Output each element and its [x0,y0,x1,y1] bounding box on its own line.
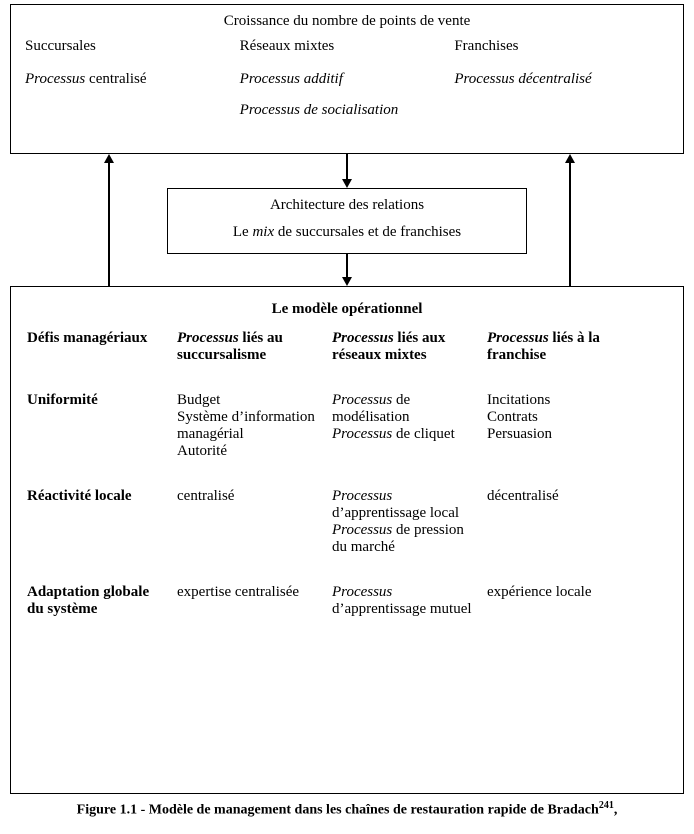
architecture-box: Architecture des relations Le mix de suc… [167,188,527,254]
top-col1-header: Succursales [25,38,240,55]
top-col3-process: Processus décentralisé [454,71,669,88]
top-col1-process: Processus centralisé [25,71,240,88]
op-row: Adaptation globale du systèmeexpertise c… [11,584,683,630]
op-header-c: Processus liés aux réseaux mixtes [332,330,487,364]
op-row-label: Uniformité [27,392,177,460]
arrow-right-up [569,154,571,286]
operational-title: Le modèle opérationnel [11,287,683,330]
top-box-socialisation-row: Processus de socialisation [11,94,683,125]
op-cell: expérience locale [487,584,627,618]
top-col2-process: Processus additif [240,71,455,88]
arrow-mid-down-1 [346,154,348,188]
top-box-headers: Succursales Réseaux mixtes Franchises [11,34,683,61]
op-cell: Processus de modélisationProcessus de cl… [332,392,487,460]
operational-box: Le modèle opérationnel Défis managériaux… [10,286,684,794]
op-cell: Processus d’apprentissage mutuel [332,584,487,618]
figure-caption: Figure 1.1 - Modèle de management dans l… [0,800,694,819]
op-cell: BudgetSystème d’information managérialAu… [177,392,332,460]
op-cell: centralisé [177,488,332,556]
op-cell: décentralisé [487,488,627,556]
op-row: Réactivité localecentraliséProcessus d’a… [11,488,683,568]
top-box-process-row: Processus centralisé Processus additif P… [11,61,683,94]
arrow-mid-down-2 [346,254,348,286]
op-header-d: Processus liés à la franchise [487,330,627,364]
arrow-left-up [108,154,110,286]
op-row-label: Réactivité locale [27,488,177,556]
op-header-b: Processus liés au succursalisme [177,330,332,364]
op-row-label: Adaptation globale du système [27,584,177,618]
op-header-row: Défis managériaux Processus liés au succ… [11,330,683,376]
top-col3-header: Franchises [454,38,669,55]
top-box: Croissance du nombre de points de vente … [10,4,684,154]
top-col2-header: Réseaux mixtes [240,38,455,55]
op-row: UniformitéBudgetSystème d’information ma… [11,392,683,472]
top-socialisation: Processus de socialisation [240,102,455,119]
top-box-title: Croissance du nombre de points de vente [11,5,683,34]
op-cell: Processus d’apprentissage localProcessus… [332,488,487,556]
op-rows: UniformitéBudgetSystème d’information ma… [11,376,683,630]
op-cell: IncitationsContratsPersuasion [487,392,627,460]
op-cell: expertise centralisée [177,584,332,618]
diagram-canvas: Croissance du nombre de points de vente … [0,0,694,834]
architecture-line1: Architecture des relations [178,197,516,214]
op-header-a: Défis managériaux [27,330,177,364]
architecture-line2: Le mix de succursales et de franchises [178,224,516,241]
